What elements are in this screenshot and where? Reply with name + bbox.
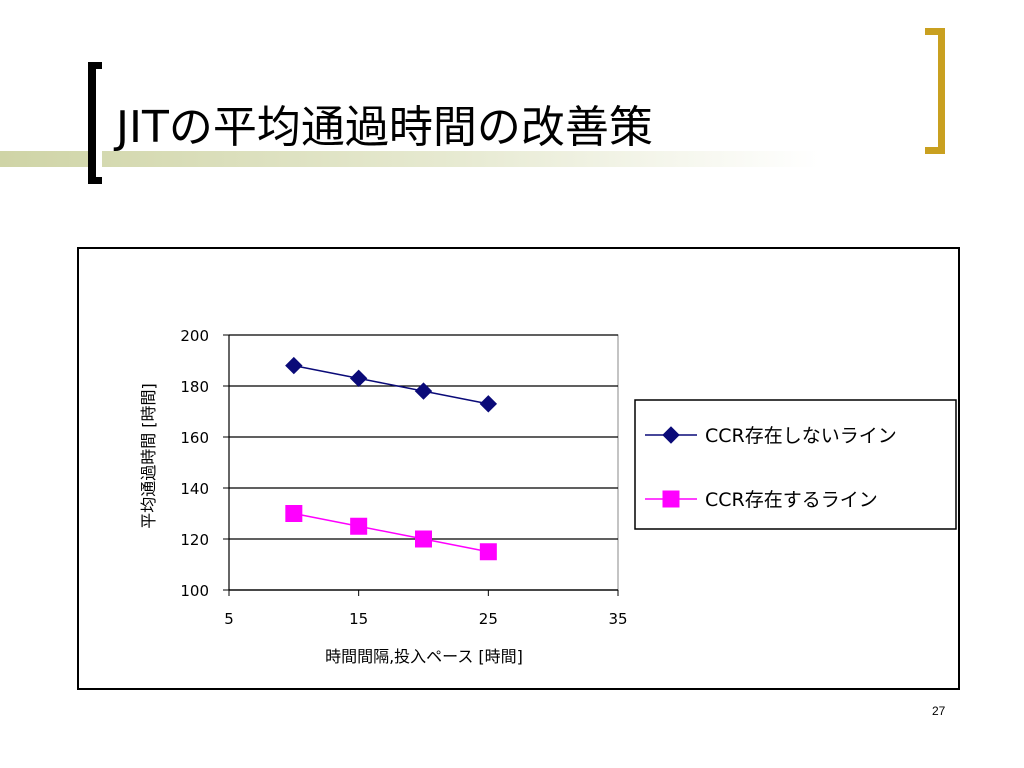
- legend-item: CCR存在しないライン: [645, 425, 897, 447]
- legend-label: CCR存在しないライン: [705, 425, 897, 447]
- series-1: [285, 356, 498, 413]
- left-bracket-decoration: [88, 62, 102, 184]
- page-number: 27: [932, 704, 946, 718]
- slide-title: JITの平均通過時間の改善策: [116, 102, 653, 153]
- chart-frame: 100 120 140 160 180 200 5 15 25 35 時間間隔,投入ペース [時間…: [77, 247, 960, 690]
- y-axis-title: 平均通過時間 [時間]: [139, 383, 158, 529]
- data-point: [415, 530, 432, 548]
- chart-legend: CCR存在しないライン CCR存在するライン: [634, 399, 957, 530]
- x-tick-label: 15: [349, 610, 368, 628]
- legend-item: CCR存在するライン: [645, 489, 878, 511]
- plot-area: [228, 334, 619, 591]
- data-point: [479, 395, 498, 413]
- y-tick-label: 140: [180, 480, 209, 498]
- legend-marker: [662, 490, 680, 508]
- title-underline-bar: [0, 151, 1024, 167]
- data-point: [350, 517, 368, 535]
- data-point: [349, 369, 368, 388]
- x-tick-label: 5: [224, 610, 234, 628]
- y-tick-label: 120: [180, 531, 209, 549]
- x-tick-label: 25: [479, 610, 498, 628]
- legend-marker: [662, 426, 680, 444]
- data-point: [414, 382, 433, 400]
- series-line: [293, 364, 489, 405]
- tick-labels: 100 120 140 160 180 200 5 15 25 35: [180, 327, 627, 628]
- y-tick-label: 200: [180, 327, 209, 345]
- data-point: [285, 356, 303, 375]
- legend-label: CCR存在するライン: [705, 489, 878, 511]
- x-tick-label: 35: [608, 610, 627, 628]
- y-tick-label: 100: [180, 582, 209, 600]
- data-point: [285, 505, 303, 522]
- y-tick-label: 180: [180, 378, 209, 396]
- x-axis-title: 時間間隔,投入ペース [時間]: [325, 647, 523, 666]
- right-bracket-decoration: [925, 28, 945, 154]
- grid-lines: [228, 334, 619, 591]
- data-series: [285, 356, 498, 561]
- legend-box: [634, 399, 957, 530]
- line-chart: 100 120 140 160 180 200 5 15 25 35 時間間隔,投入ペース [時間…: [139, 327, 957, 666]
- y-tick-label: 160: [180, 429, 209, 447]
- series-2: [285, 505, 497, 561]
- data-point: [479, 543, 497, 561]
- series-line: [293, 512, 489, 553]
- axes: [223, 334, 619, 596]
